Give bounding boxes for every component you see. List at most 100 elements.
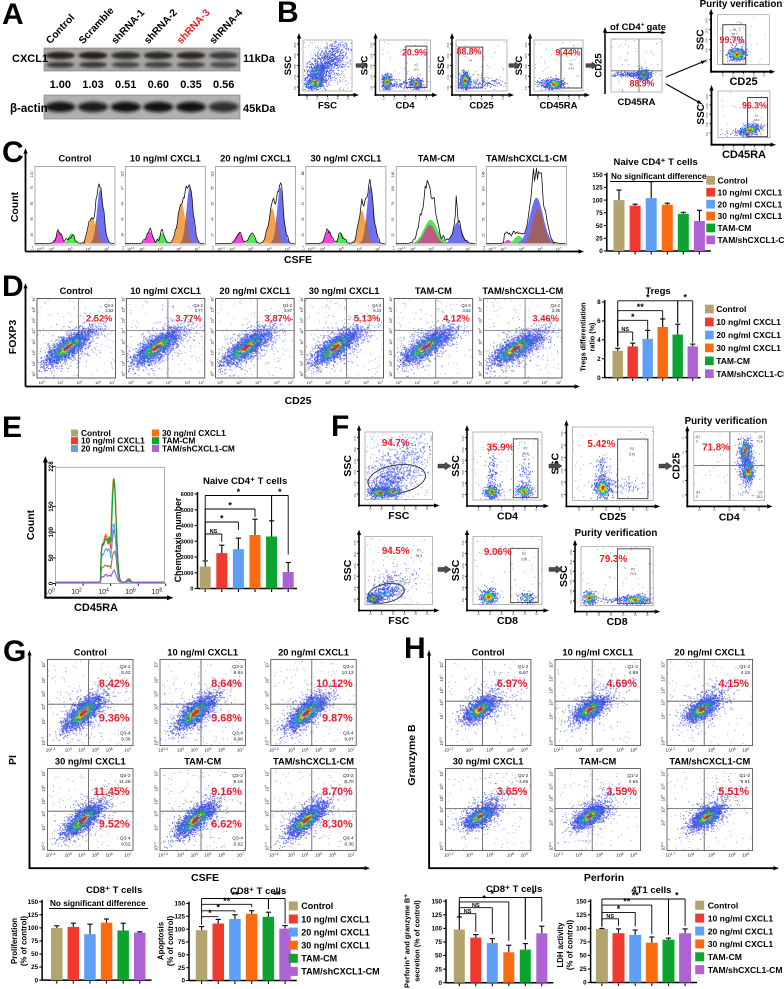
svg-text:30: 30: [404, 99, 407, 101]
svg-text:100.3: 100.3: [438, 737, 444, 746]
svg-text:104: 104: [120, 328, 125, 334]
svg-text:105: 105: [67, 247, 73, 251]
svg-text:No significant difference: No significant difference: [611, 172, 707, 181]
svg-text:104: 104: [466, 747, 473, 753]
svg-text:106: 106: [357, 247, 363, 251]
svg-text:105: 105: [429, 247, 435, 251]
svg-text:10: 10: [732, 75, 735, 77]
svg-text:250K: 250K: [463, 551, 465, 557]
svg-text:107: 107: [195, 247, 201, 251]
svg-text:250K: 250K: [526, 42, 528, 48]
svg-text:101.3: 101.3: [488, 247, 496, 251]
svg-text:109: 109: [742, 747, 749, 753]
svg-text:10: 10: [369, 614, 372, 616]
svg-text:102: 102: [325, 380, 331, 385]
svg-text:104: 104: [153, 810, 159, 817]
svg-text:106: 106: [274, 380, 280, 385]
svg-text:1.4: 1.4: [301, 246, 305, 251]
svg-text:115: 115: [120, 171, 124, 177]
svg-text:101.3: 101.3: [398, 247, 406, 251]
svg-text:200K: 200K: [295, 53, 297, 59]
svg-text:85: 85: [211, 186, 215, 190]
svg-text:50K: 50K: [562, 493, 564, 498]
svg-text:125: 125: [28, 912, 39, 919]
svg-text:106: 106: [388, 306, 393, 312]
svg-text:104: 104: [438, 806, 444, 813]
svg-text:100.3: 100.3: [438, 842, 444, 851]
svg-text:104: 104: [477, 328, 482, 334]
svg-text:106: 106: [438, 675, 444, 682]
svg-text:Perforin: Perforin: [584, 872, 624, 884]
svg-text:10 ng/ml CXCL1: 10 ng/ml CXCL1: [81, 436, 145, 446]
svg-text:TAM-CM: TAM-CM: [716, 356, 750, 366]
svg-text:200K: 200K: [707, 103, 709, 109]
svg-text:30 ng/ml CXCL1: 30 ng/ml CXCL1: [311, 154, 382, 164]
svg-text:300K: 300K: [355, 435, 357, 441]
svg-text:10 ng/ml CXCL1: 10 ng/ml CXCL1: [130, 286, 201, 296]
svg-text:107: 107: [299, 296, 304, 302]
svg-text:300K: 300K: [571, 549, 573, 555]
svg-text:105: 105: [315, 852, 322, 858]
svg-text:102: 102: [31, 349, 36, 355]
svg-text:109: 109: [742, 852, 749, 858]
svg-text:10: 10: [477, 510, 480, 512]
svg-text:40: 40: [512, 510, 515, 512]
svg-text:0: 0: [48, 581, 55, 585]
svg-text:103: 103: [153, 718, 159, 725]
svg-text:100: 100: [39, 380, 45, 385]
svg-text:100K: 100K: [707, 48, 709, 54]
svg-text:SSC: SSC: [450, 455, 462, 477]
svg-text:Granzyme B: Granzyme B: [406, 724, 418, 786]
svg-text:106: 106: [209, 306, 214, 312]
svg-text:B: B: [277, 0, 299, 29]
svg-text:20: 20: [380, 509, 383, 511]
svg-text:107: 107: [41, 661, 47, 668]
svg-text:CD8: CD8: [86, 885, 105, 896]
svg-text:20 ng/ml CXCL1: 20 ng/ml CXCL1: [674, 647, 745, 657]
svg-text:200K: 200K: [355, 458, 357, 464]
svg-text:150K: 150K: [707, 112, 709, 118]
svg-text:108: 108: [507, 747, 514, 753]
svg-text:101.7: 101.7: [444, 747, 454, 753]
svg-text:106: 106: [438, 783, 444, 790]
svg-text:100K: 100K: [448, 74, 450, 80]
svg-text:106: 106: [486, 747, 493, 753]
svg-text:106: 106: [452, 380, 458, 385]
svg-text:100: 100: [592, 197, 603, 204]
svg-text:0: 0: [190, 587, 193, 593]
svg-text:150: 150: [48, 501, 55, 512]
svg-text:100: 100: [128, 380, 134, 385]
svg-text:107: 107: [285, 247, 291, 251]
svg-text:200K: 200K: [463, 563, 465, 569]
svg-text:100.3: 100.3: [660, 842, 666, 851]
svg-text:88: 88: [301, 171, 305, 175]
svg-text:10 ng/ml CXCL1: 10 ng/ml CXCL1: [130, 154, 201, 164]
svg-text:**: **: [231, 890, 239, 900]
svg-text:101.6: 101.6: [41, 737, 47, 746]
svg-text:104: 104: [166, 380, 172, 385]
svg-text:107: 107: [153, 661, 159, 668]
svg-text:101.4: 101.4: [158, 852, 168, 858]
svg-text:2: 2: [597, 356, 601, 363]
svg-text:50K: 50K: [371, 85, 373, 90]
svg-text:50: 50: [48, 554, 55, 561]
svg-text:22: 22: [391, 233, 395, 237]
svg-text:200K: 200K: [463, 458, 465, 464]
svg-text:103: 103: [548, 819, 554, 826]
svg-text:40: 40: [211, 217, 215, 221]
svg-text:30: 30: [500, 614, 503, 616]
svg-text:105: 105: [477, 317, 482, 323]
svg-text:78: 78: [391, 202, 395, 206]
svg-text:105: 105: [548, 795, 554, 802]
svg-text:20: 20: [489, 510, 492, 512]
svg-text:10 ng/ml CXCL1: 10 ng/ml CXCL1: [716, 317, 781, 327]
svg-text:(% of control): (% of control): [20, 915, 29, 966]
svg-text:250K: 250K: [571, 559, 573, 565]
svg-text:102: 102: [388, 349, 393, 355]
svg-text:105: 105: [31, 317, 36, 323]
svg-text:(% of control): (% of control): [566, 919, 575, 970]
svg-text:107: 107: [209, 296, 214, 302]
svg-text:20 ng/ml CXCL1: 20 ng/ml CXCL1: [716, 330, 781, 340]
svg-text:CD8: CD8: [497, 615, 518, 627]
svg-text:104: 104: [191, 747, 198, 753]
